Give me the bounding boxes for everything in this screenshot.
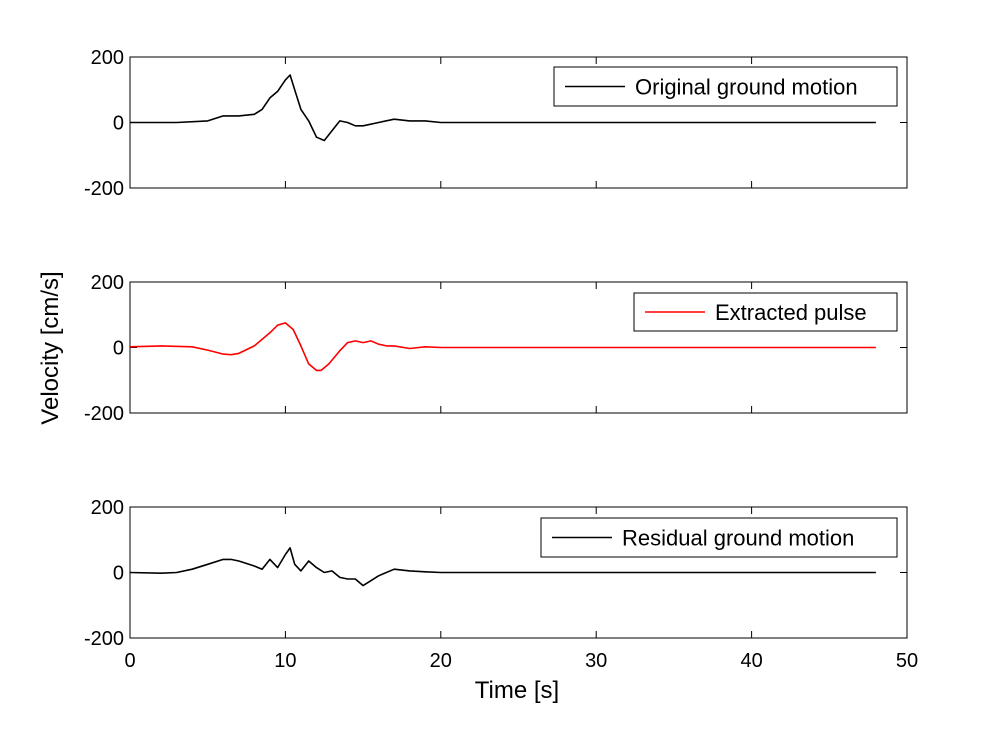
y-tick-label: 0 xyxy=(113,563,124,585)
series-line-2-1 xyxy=(129,322,876,372)
x-tick-label: 40 xyxy=(740,650,762,672)
legend: Extracted pulse xyxy=(633,292,898,332)
y-tick-label: -200 xyxy=(84,628,124,650)
legend-label: Extracted pulse xyxy=(715,300,867,325)
y-tick-label: 200 xyxy=(91,497,124,519)
y-axis-label: Velocity [cm/s] xyxy=(37,271,64,424)
x-tick-label: 0 xyxy=(124,650,135,672)
x-tick-label: 50 xyxy=(896,650,918,672)
x-axis-label: Time [s] xyxy=(475,677,559,704)
x-tick-label: 30 xyxy=(585,650,607,672)
legend-label: Residual ground motion xyxy=(622,526,854,551)
series-line-3-1 xyxy=(129,547,876,587)
legend: Original ground motion xyxy=(553,66,898,107)
y-tick-label: 200 xyxy=(91,47,124,69)
series-line-1-1 xyxy=(130,74,876,142)
legend: Residual ground motion xyxy=(540,517,898,558)
y-tick-label: 0 xyxy=(113,113,124,135)
subplot-1: -200 0 200 Original ground motion xyxy=(84,47,908,200)
subplot-2: -200 0 200 Extracted pulse xyxy=(84,272,908,425)
y-tick-label: 200 xyxy=(91,272,124,294)
y-tick-label: 0 xyxy=(113,338,124,360)
y-tick-label: -200 xyxy=(84,403,124,425)
x-tick-label: 20 xyxy=(430,650,452,672)
y-tick-label: -200 xyxy=(84,178,124,200)
legend-label: Original ground motion xyxy=(635,75,858,100)
x-tick-label: 10 xyxy=(274,650,296,672)
